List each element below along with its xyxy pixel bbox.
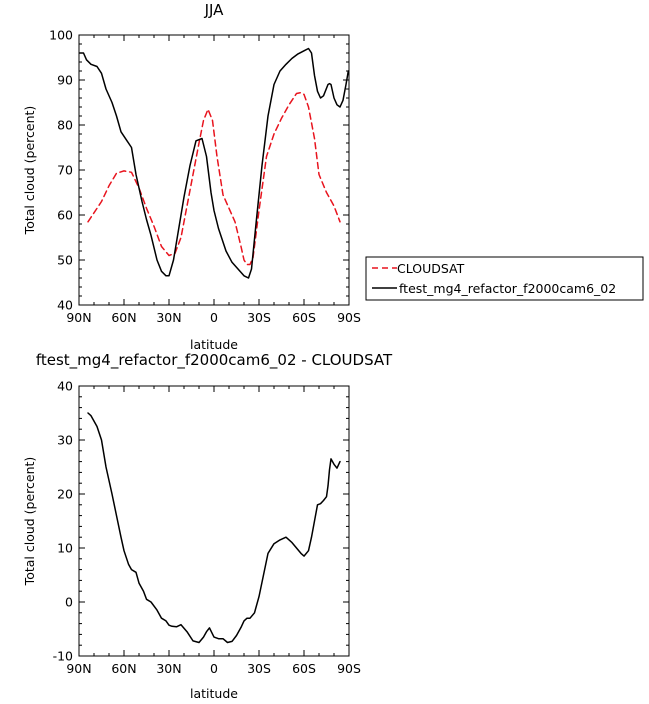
bottom-y-tick-label: -10 bbox=[53, 649, 73, 664]
bottom-y-tick-label: 20 bbox=[57, 487, 73, 502]
bottom-x-axis-label: latitude bbox=[190, 686, 238, 701]
bottom-y-axis-label: Total cloud (percent) bbox=[22, 457, 37, 587]
bottom-x-tick-label: 0 bbox=[210, 661, 218, 676]
top-legend: CLOUDSAT ftest_mg4_refactor_f2000cam6_02 bbox=[365, 256, 644, 301]
top-tick-labels: 90N 60N 30N 0 30S 60S 90S 40 50 60 70 80 90 100 bbox=[49, 28, 361, 326]
top-y-tick-label: 100 bbox=[49, 28, 73, 43]
bottom-panel: ftest_mg4_refactor_f2000cam6_02 - CLOUDS… bbox=[22, 351, 393, 701]
legend-box bbox=[365, 256, 644, 301]
bottom-y-tick-label: 0 bbox=[65, 595, 73, 610]
top-y-tick-label: 50 bbox=[57, 253, 73, 268]
top-x-tick-label: 60N bbox=[111, 310, 136, 325]
bottom-y-tick-label: 40 bbox=[57, 379, 73, 394]
bottom-x-tick-label: 30S bbox=[247, 661, 271, 676]
top-y-tick-label: 90 bbox=[57, 73, 73, 88]
bottom-axis-ticks bbox=[78, 385, 350, 657]
bottom-series-lines bbox=[87, 412, 341, 644]
top-y-axis-label: Total cloud (percent) bbox=[22, 106, 37, 236]
bottom-series-line-1 bbox=[87, 412, 341, 644]
top-x-tick-label: 0 bbox=[210, 310, 218, 325]
bottom-y-tick-label: 10 bbox=[57, 541, 73, 556]
top-plot-frame bbox=[78, 34, 350, 306]
bottom-plot-frame bbox=[78, 385, 350, 657]
top-y-tick-label: 70 bbox=[57, 163, 73, 178]
top-x-tick-label: 60S bbox=[292, 310, 316, 325]
bottom-x-tick-label: 30N bbox=[156, 661, 181, 676]
top-x-tick-label: 30N bbox=[156, 310, 181, 325]
top-x-axis-label: latitude bbox=[190, 337, 238, 352]
bottom-y-tick-label: 30 bbox=[57, 433, 73, 448]
top-series-lines bbox=[79, 47, 350, 279]
bottom-x-tick-label: 60N bbox=[111, 661, 136, 676]
legend-label-model: ftest_mg4_refactor_f2000cam6_02 bbox=[399, 281, 616, 296]
bottom-x-tick-label: 60S bbox=[292, 661, 316, 676]
top-y-tick-label: 60 bbox=[57, 208, 73, 223]
top-series-line-1 bbox=[87, 91, 341, 266]
bottom-chart-title: ftest_mg4_refactor_f2000cam6_02 - CLOUDS… bbox=[36, 351, 393, 370]
top-y-tick-label: 40 bbox=[57, 298, 73, 313]
top-chart-title: JJA bbox=[204, 1, 225, 19]
top-axis-ticks bbox=[78, 34, 350, 306]
top-series-line-2 bbox=[79, 47, 350, 279]
top-panel: JJA 90N 60N 30N 0 30S 60S 90S 40 50 60 70 80 90 100 l… bbox=[22, 1, 361, 352]
top-x-tick-label: 30S bbox=[247, 310, 271, 325]
bottom-x-tick-label: 90S bbox=[337, 661, 361, 676]
legend-label-cloudsat: CLOUDSAT bbox=[397, 261, 465, 276]
top-x-tick-label: 90S bbox=[337, 310, 361, 325]
bottom-tick-labels: 90N 60N 30N 0 30S 60S 90S -10 0 10 20 30 40 bbox=[53, 379, 361, 677]
top-x-tick-label: 90N bbox=[66, 310, 91, 325]
top-y-tick-label: 80 bbox=[57, 118, 73, 133]
bottom-x-tick-label: 90N bbox=[66, 661, 91, 676]
